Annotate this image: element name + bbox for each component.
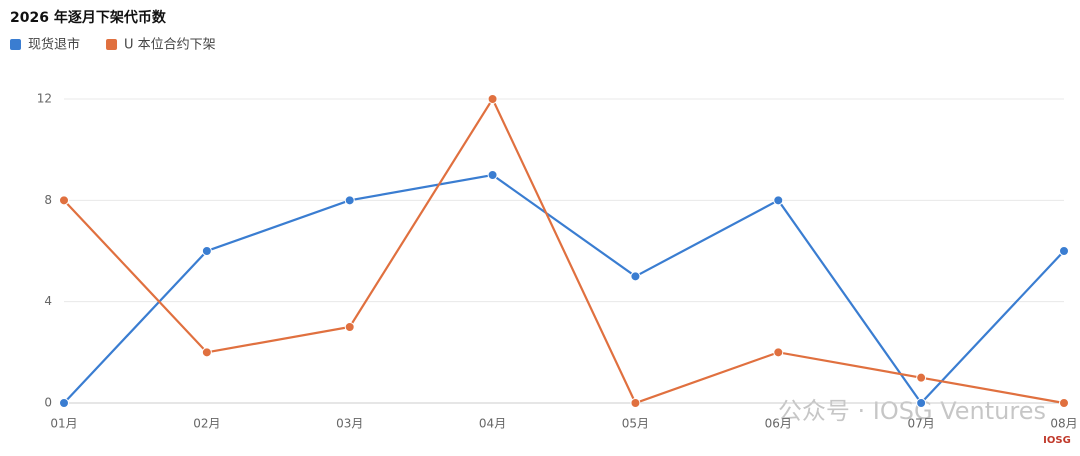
x-tick-label: 05月 (622, 417, 649, 431)
data-point (916, 372, 927, 383)
y-tick-label: 0 (44, 396, 52, 410)
data-point (487, 94, 498, 104)
logo: IOSG (1043, 435, 1071, 446)
data-point (630, 398, 641, 408)
data-point (344, 195, 355, 206)
data-point (201, 246, 212, 256)
legend-label: 现货退市 (28, 37, 80, 53)
data-point (201, 347, 212, 358)
data-point (59, 195, 69, 206)
data-point (773, 347, 784, 358)
x-tick-label: 08月 (1050, 417, 1077, 431)
x-tick-label: 06月 (765, 417, 792, 431)
y-tick-label: 8 (44, 193, 52, 207)
legend-swatch (10, 39, 21, 50)
x-tick-label: 04月 (479, 417, 506, 431)
x-tick-label: 07月 (908, 417, 935, 431)
chart-title: 2026 年逐月下架代币数 (10, 9, 167, 26)
x-tick-label: 03月 (336, 417, 363, 431)
data-point (344, 322, 355, 332)
watermark: 公众号 · IOSG Ventures (778, 397, 1046, 425)
y-tick-label: 12 (37, 92, 52, 106)
data-point (630, 271, 641, 282)
data-point (487, 170, 498, 180)
series-line (63, 173, 1065, 405)
data-point (773, 195, 784, 206)
legend-label: U 本位合约下架 (124, 38, 216, 53)
data-point (59, 398, 69, 408)
data-point (916, 398, 927, 408)
data-point (1059, 398, 1069, 408)
x-tick-label: 02月 (193, 417, 220, 431)
series-line (63, 96, 1065, 405)
x-tick-label: 01月 (50, 417, 77, 431)
y-tick-label: 4 (44, 294, 52, 308)
data-point (1059, 246, 1069, 256)
legend-swatch (106, 39, 118, 50)
